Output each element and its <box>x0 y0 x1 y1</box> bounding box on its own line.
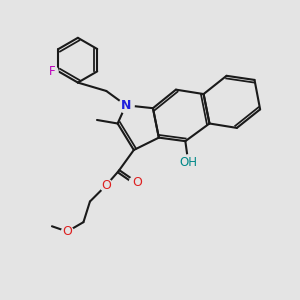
Text: F: F <box>49 65 55 78</box>
Text: O: O <box>62 225 72 238</box>
Text: N: N <box>121 99 131 112</box>
Text: OH: OH <box>179 156 197 169</box>
Text: O: O <box>101 179 111 192</box>
Text: O: O <box>132 176 142 189</box>
